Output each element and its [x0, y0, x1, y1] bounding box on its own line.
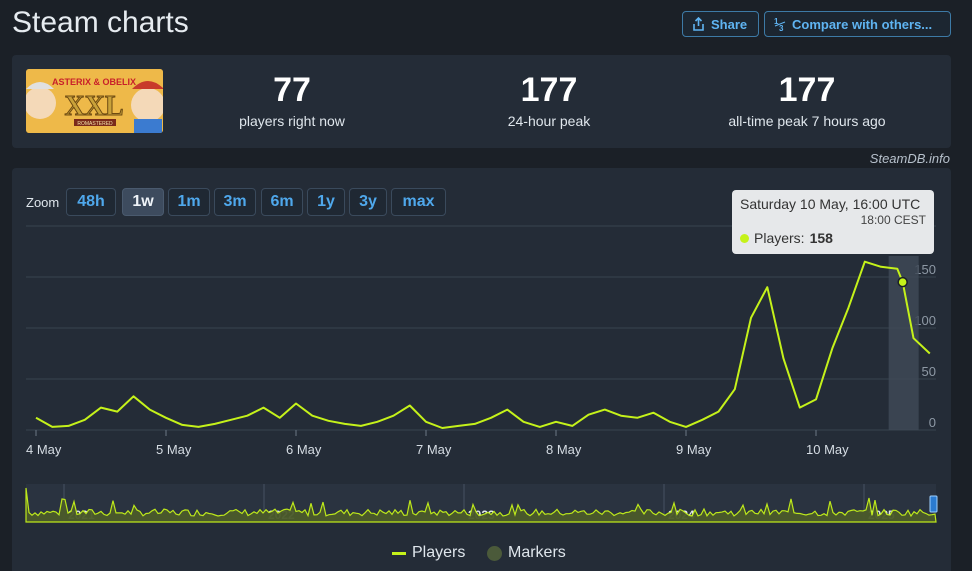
svg-text:1: 1: [774, 17, 779, 26]
tooltip-value: 158: [809, 230, 833, 246]
compare-label: Compare with others...: [792, 16, 933, 32]
dot-legend-icon: [487, 545, 502, 561]
legend-markers-label: Markers: [508, 544, 566, 561]
page-title: Steam charts: [12, 6, 189, 39]
y-tick-label: 0: [929, 415, 936, 430]
y-tick-label: 50: [922, 364, 936, 379]
players-now-label: players right now: [239, 113, 345, 129]
line-legend-icon: [392, 551, 406, 555]
zoom-button-max[interactable]: max: [391, 188, 446, 216]
zoom-button-1m[interactable]: 1m: [168, 188, 210, 216]
x-tick-label: 8 May: [546, 442, 582, 457]
hover-point: [897, 276, 908, 288]
legend-item-players[interactable]: Players: [392, 544, 465, 562]
series-dot-icon: [740, 233, 749, 243]
svg-text:3: 3: [779, 24, 784, 32]
x-tick-label: 9 May: [676, 442, 712, 457]
y-tick-label: 150: [914, 262, 936, 277]
peak-24h-value: 177: [520, 71, 578, 109]
peak-24h-label: 24-hour peak: [507, 113, 591, 129]
stat-all-time-peak: 177 all-time peak 7 hours ago: [707, 71, 907, 129]
stat-24h-peak: 177 24-hour peak: [474, 71, 624, 129]
all-time-peak-value: 177: [778, 71, 836, 109]
x-tick-label: 4 May: [26, 442, 62, 457]
series-line-players: [35, 260, 931, 429]
all-time-peak-label: all-time peak 7 hours ago: [728, 113, 886, 129]
stats-panel: XXL ROMASTERED ASTERIX & OBELIX 77 playe…: [12, 55, 951, 148]
tooltip-series-label: Players:: [754, 230, 805, 246]
zoom-button-1y[interactable]: 1y: [307, 188, 345, 216]
tooltip-date: Saturday 10 May, 16:00 UTC: [740, 196, 921, 212]
legend-item-markers[interactable]: Markers: [487, 544, 566, 562]
steamdb-credit[interactable]: SteamDB.info: [869, 151, 950, 166]
x-tick-label: 5 May: [156, 442, 192, 457]
y-tick-label: 100: [914, 313, 936, 328]
tooltip-subtime: 18:00 CEST: [860, 213, 926, 227]
zoom-button-1w[interactable]: 1w: [122, 188, 164, 216]
svg-text:XXL: XXL: [64, 91, 123, 122]
zoom-button-3m[interactable]: 3m: [214, 188, 256, 216]
chart-panel: 0 50 100 150 4 May 5 May 6 May 7 May 8 May 9 May 1…: [12, 168, 951, 571]
x-tick-label: 6 May: [286, 442, 322, 457]
share-label: Share: [711, 16, 748, 32]
zoom-label: Zoom: [26, 195, 60, 210]
game-thumbnail[interactable]: XXL ROMASTERED ASTERIX & OBELIX: [26, 69, 163, 133]
players-chart[interactable]: 0 50 100 150 4 May 5 May 6 May 7 May 8 May 9 May 1…: [12, 168, 951, 571]
x-tick-label: 10 May: [806, 442, 849, 457]
x-tick-label: 7 May: [416, 442, 452, 457]
navigator-handle: [929, 495, 938, 513]
share-button[interactable]: Share: [682, 11, 759, 37]
svg-text:ASTERIX & OBELIX: ASTERIX & OBELIX: [52, 77, 136, 87]
zoom-button-6m[interactable]: 6m: [261, 188, 303, 216]
navigator-series: [25, 487, 937, 523]
zoom-button-48h[interactable]: 48h: [66, 188, 116, 216]
players-now-value: 77: [273, 71, 311, 109]
stat-players-now: 77 players right now: [212, 71, 372, 129]
tooltip-value-row: Players: 158: [740, 230, 926, 246]
svg-text:ROMASTERED: ROMASTERED: [77, 121, 113, 127]
zoom-button-3y[interactable]: 3y: [349, 188, 387, 216]
legend-players-label: Players: [412, 544, 466, 561]
share-icon: [692, 17, 705, 31]
chart-tooltip: Saturday 10 May, 16:00 UTC 18:00 CEST Pl…: [732, 190, 934, 254]
